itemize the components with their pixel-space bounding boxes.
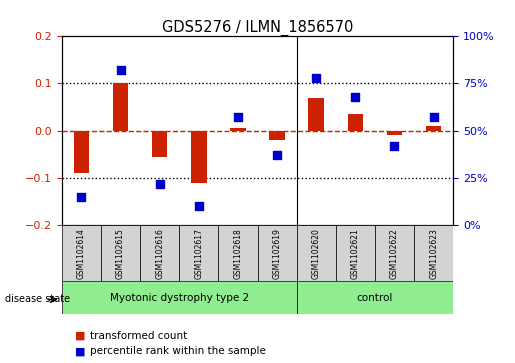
Text: percentile rank within the sample: percentile rank within the sample — [90, 346, 266, 356]
Bar — [191, 131, 207, 183]
Text: GSM1102621: GSM1102621 — [351, 228, 360, 278]
Text: Myotonic dystrophy type 2: Myotonic dystrophy type 2 — [110, 293, 249, 303]
Point — [273, 152, 281, 158]
Text: GSM1102617: GSM1102617 — [194, 228, 203, 279]
FancyBboxPatch shape — [336, 225, 375, 281]
FancyBboxPatch shape — [62, 281, 297, 314]
Bar — [269, 131, 285, 140]
Text: control: control — [357, 293, 393, 303]
Point — [195, 203, 203, 209]
Point — [116, 68, 125, 73]
Point — [156, 181, 164, 187]
Text: GSM1102616: GSM1102616 — [155, 228, 164, 279]
Text: GSM1102614: GSM1102614 — [77, 228, 86, 279]
Bar — [74, 131, 89, 173]
Point — [430, 115, 438, 121]
Text: GSM1102623: GSM1102623 — [429, 228, 438, 279]
Text: disease state: disease state — [5, 294, 70, 305]
Bar — [348, 114, 363, 131]
Text: ■: ■ — [75, 331, 85, 341]
Point — [351, 94, 359, 99]
Text: GSM1102620: GSM1102620 — [312, 228, 321, 279]
Text: transformed count: transformed count — [90, 331, 187, 341]
FancyBboxPatch shape — [101, 225, 140, 281]
Bar — [152, 131, 167, 157]
Text: GSM1102619: GSM1102619 — [272, 228, 282, 279]
Bar — [426, 126, 441, 131]
Point — [390, 143, 399, 149]
FancyBboxPatch shape — [297, 281, 453, 314]
Text: ■: ■ — [75, 346, 85, 356]
Bar — [113, 83, 128, 131]
Bar — [230, 129, 246, 131]
FancyBboxPatch shape — [375, 225, 414, 281]
FancyBboxPatch shape — [179, 225, 218, 281]
Bar — [308, 98, 324, 131]
FancyBboxPatch shape — [258, 225, 297, 281]
Point — [77, 194, 85, 200]
FancyBboxPatch shape — [414, 225, 453, 281]
FancyBboxPatch shape — [297, 225, 336, 281]
FancyBboxPatch shape — [62, 225, 101, 281]
FancyBboxPatch shape — [218, 225, 258, 281]
Text: GDS5276 / ILMN_1856570: GDS5276 / ILMN_1856570 — [162, 20, 353, 36]
FancyBboxPatch shape — [140, 225, 179, 281]
Text: GSM1102618: GSM1102618 — [233, 228, 243, 278]
Point — [312, 75, 320, 81]
Point — [234, 115, 242, 121]
Text: GSM1102615: GSM1102615 — [116, 228, 125, 279]
Bar — [387, 131, 402, 135]
Text: GSM1102622: GSM1102622 — [390, 228, 399, 278]
